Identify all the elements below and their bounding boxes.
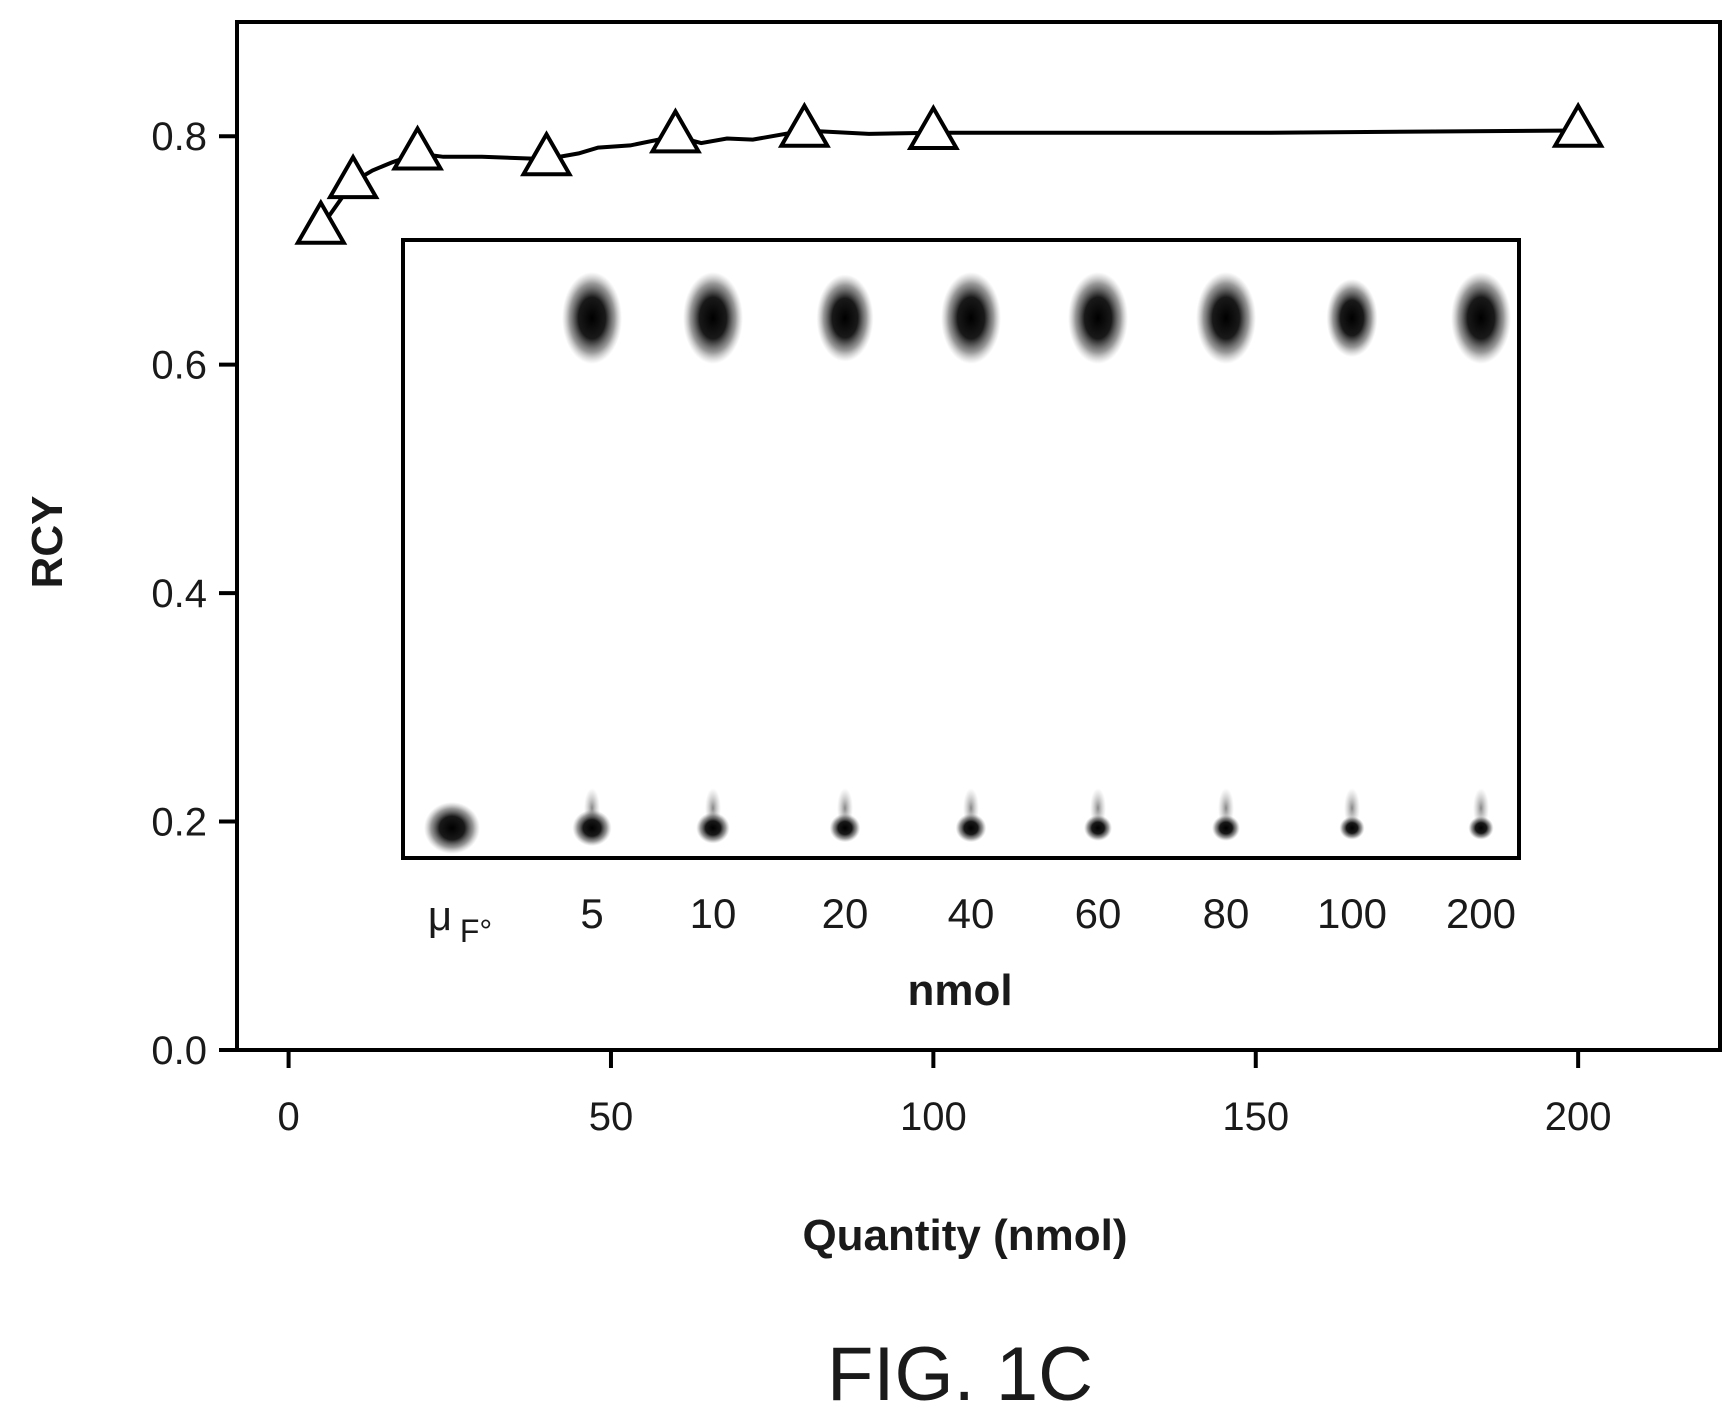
inset-spots xyxy=(424,272,1511,854)
lane-2-bottom-spot xyxy=(696,812,730,844)
y-axis-title: RCY xyxy=(23,496,72,589)
y-axis: 0.0 0.2 0.4 0.6 0.8 xyxy=(151,115,237,1073)
data-point-6 xyxy=(906,103,960,150)
lane-0-label-sub: F° xyxy=(460,913,492,949)
data-point-0 xyxy=(294,198,348,245)
lane-0-label: μ xyxy=(428,892,452,939)
x-tick-label-0: 0 xyxy=(277,1095,299,1139)
inset-unit-label: nmol xyxy=(907,966,1012,1015)
lane-3-top-spot xyxy=(816,274,874,362)
lane-4-bottom-spot xyxy=(955,813,987,843)
lane-2-top-spot xyxy=(683,272,743,364)
lane-3-label: 20 xyxy=(822,890,869,937)
lane-5-bottom-spot xyxy=(1084,815,1112,841)
lane-1-top-spot xyxy=(562,272,622,364)
y-tick-label-4: 0.8 xyxy=(151,115,207,159)
lane-6-label: 80 xyxy=(1203,890,1250,937)
data-point-4 xyxy=(648,107,702,154)
lane-3-bottom-spot xyxy=(829,813,861,843)
series-markers xyxy=(294,101,1605,245)
data-point-2 xyxy=(391,124,444,171)
x-axis: 0 50 100 150 200 xyxy=(277,1050,1612,1139)
lane-8-top-spot xyxy=(1451,272,1511,364)
y-tick-label-3: 0.6 xyxy=(151,344,207,388)
x-axis-title: Quantity (nmol) xyxy=(802,1211,1127,1260)
y-tick-label-0: 0.0 xyxy=(151,1029,207,1073)
data-point-5 xyxy=(777,101,831,148)
lane-7-top-spot xyxy=(1326,278,1378,358)
y-tick-label-1: 0.2 xyxy=(151,801,207,845)
lane-4-top-spot xyxy=(941,272,1001,364)
plot-frame xyxy=(235,20,1722,1052)
lane-6-bottom-spot xyxy=(1212,815,1240,841)
lane-6-top-spot xyxy=(1196,272,1256,364)
x-tick-label-2: 100 xyxy=(900,1095,967,1139)
figure-caption: FIG. 1C xyxy=(827,1332,1093,1417)
lane-1-label: 5 xyxy=(580,890,603,937)
lane-8-bottom-spot xyxy=(1468,816,1494,840)
inset-labels: μ F° 5 10 20 40 60 80 100 200 xyxy=(428,890,1516,949)
lane-8-label: 200 xyxy=(1446,890,1516,937)
lane-1-bottom-spot xyxy=(572,809,612,847)
lane-7-bottom-spot xyxy=(1339,816,1365,840)
data-point-7 xyxy=(1551,101,1605,148)
series-line xyxy=(319,128,1579,229)
data-point-1 xyxy=(326,153,380,200)
lane-2-label: 10 xyxy=(690,890,737,937)
y-tick-label-2: 0.4 xyxy=(151,572,207,616)
lane-5-top-spot xyxy=(1068,272,1128,364)
x-tick-label-3: 150 xyxy=(1222,1095,1289,1139)
data-point-3 xyxy=(520,130,573,177)
lane-5-label: 60 xyxy=(1075,890,1122,937)
x-tick-label-1: 50 xyxy=(589,1095,634,1139)
lane-0-bottom-spot xyxy=(424,802,480,854)
lane-7-label: 100 xyxy=(1317,890,1387,937)
x-tick-label-4: 200 xyxy=(1545,1095,1612,1139)
lane-4-label: 40 xyxy=(948,890,995,937)
